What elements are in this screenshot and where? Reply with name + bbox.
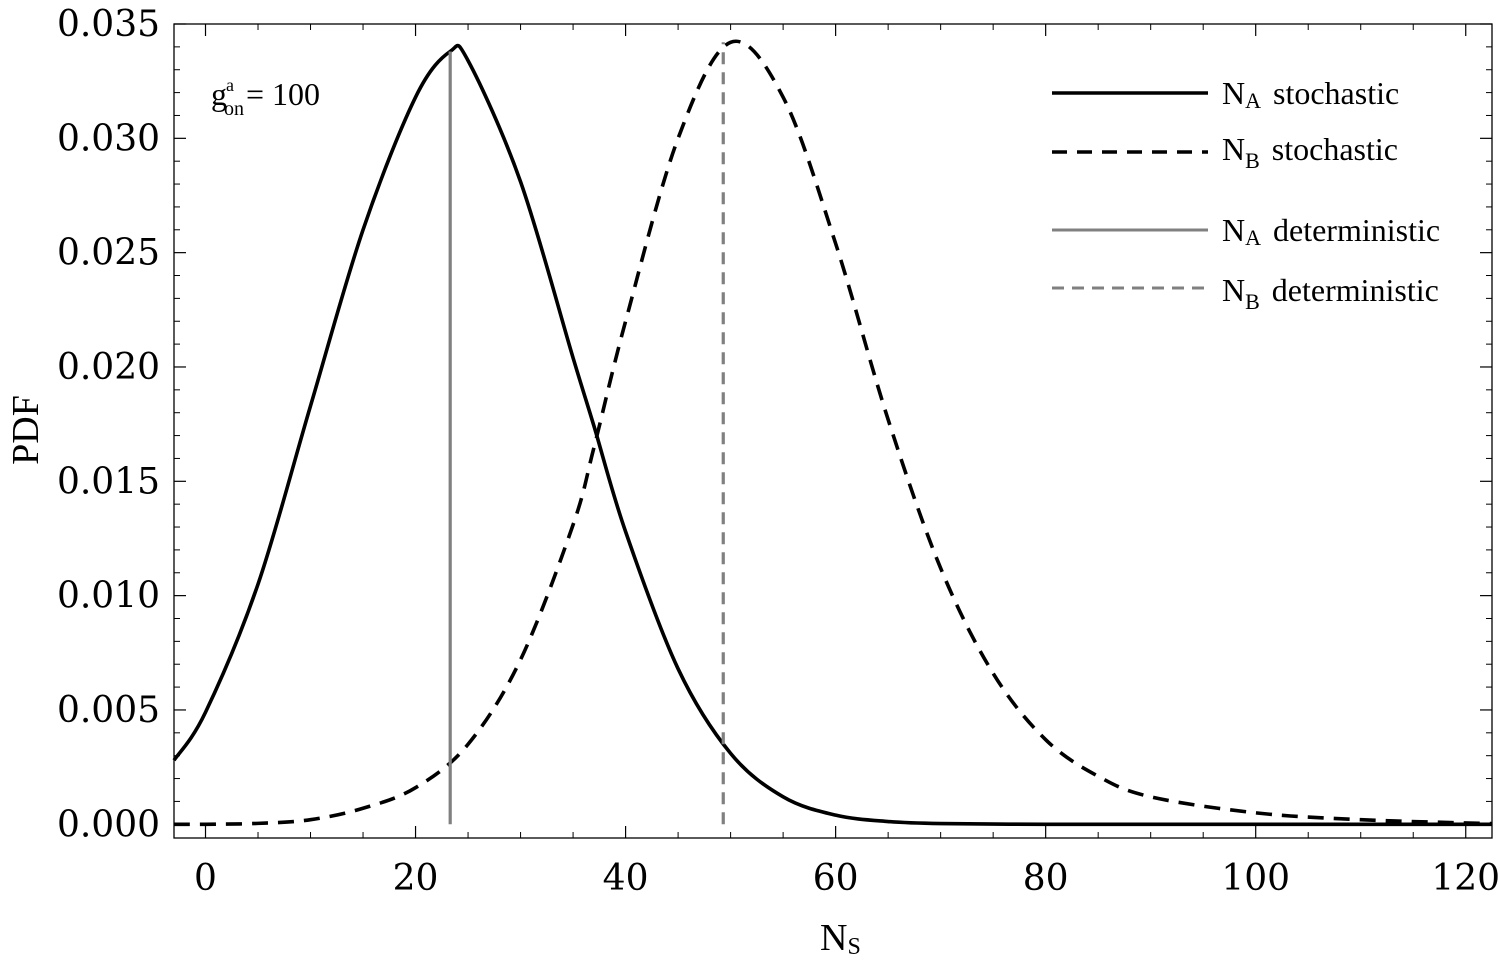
- legend-item-nb-deterministic: NB deterministic: [1052, 272, 1439, 314]
- y-tick-label: 0.005: [57, 690, 160, 731]
- x-tick-label: 120: [1431, 858, 1500, 899]
- legend-label-nb-stochastic: NB stochastic: [1222, 131, 1398, 173]
- series-nb-stochastic: [173, 39, 1493, 827]
- plot-frame: [173, 23, 1493, 839]
- legend-label-na-stochastic: NA stochastic: [1222, 75, 1399, 113]
- series-na-stochastic: [172, 43, 1492, 827]
- axis-ticks: 0 20 40 60 80 100 120 0.000 0.005 0.010 0.015 0.020…: [57, 4, 1500, 899]
- y-tick-label: 0.025: [57, 233, 160, 274]
- x-tick-label: 100: [1221, 858, 1290, 899]
- x-tick-label: 80: [1023, 858, 1069, 899]
- annotation-sup: a: [226, 75, 234, 95]
- legend-label-na-deterministic: NA deterministic: [1222, 212, 1440, 250]
- y-tick-label: 0.000: [57, 804, 160, 845]
- x-tick-label: 40: [603, 858, 649, 899]
- legend-item-nb-stochastic: NB stochastic: [1052, 131, 1398, 173]
- x-tick-label: 60: [813, 858, 859, 899]
- y-tick-label: 0.015: [57, 461, 160, 502]
- y-tick-label: 0.010: [57, 576, 160, 617]
- legend-item-na-stochastic: NA stochastic: [1052, 75, 1399, 113]
- x-tick-label: 20: [393, 858, 439, 899]
- legend: NA stochastic NB stochastic NA deterministi…: [1052, 75, 1440, 314]
- annotation-rest: = 100: [246, 76, 320, 112]
- y-axis-title: PDF: [5, 395, 47, 465]
- x-tick-label: 0: [194, 858, 217, 899]
- annotation-base: g: [211, 76, 227, 112]
- x-axis-title: NS: [820, 917, 861, 960]
- annotation-sub: on: [224, 98, 244, 120]
- y-tick-label: 0.020: [57, 347, 160, 388]
- y-tick-label: 0.035: [57, 4, 160, 45]
- y-tick-label: 0.030: [57, 118, 160, 159]
- legend-label-nb-deterministic: NB deterministic: [1222, 272, 1439, 314]
- annotation-label: ga on= 100: [211, 75, 320, 120]
- series-layer: [172, 39, 1493, 827]
- legend-item-na-deterministic: NA deterministic: [1052, 212, 1440, 250]
